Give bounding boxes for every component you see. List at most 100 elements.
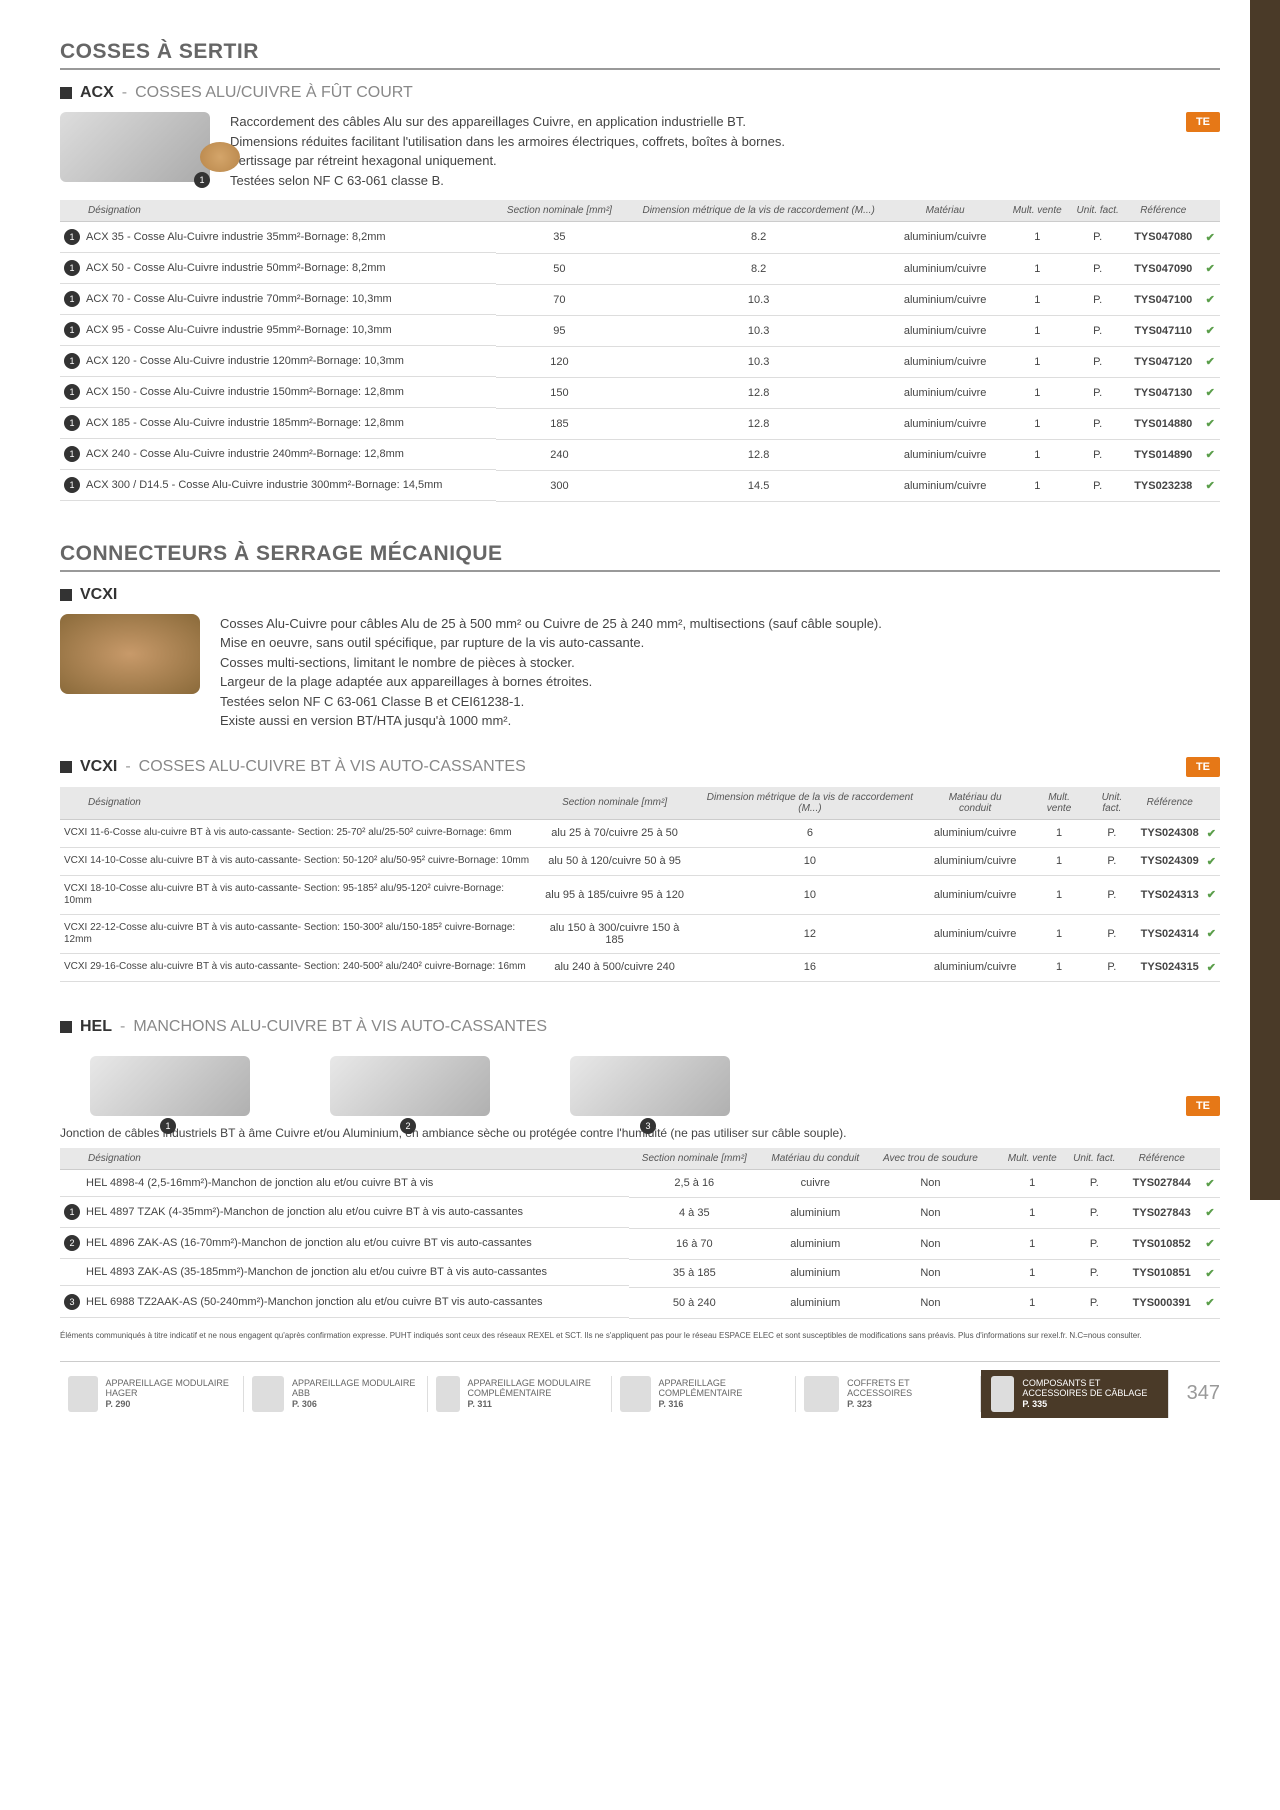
- designation: ACX 35 - Cosse Alu-Cuivre industrie 35mm…: [86, 231, 386, 243]
- product-image-vcxi: [60, 614, 200, 694]
- col-header: Unit. fact.: [1065, 1148, 1123, 1170]
- footer-thumb-icon: [804, 1376, 839, 1412]
- footer-nav-item[interactable]: APPAREILLAGE MODULAIRE COMPLÉMENTAIREP. …: [428, 1376, 612, 1412]
- table-row: 1ACX 240 - Cosse Alu-Cuivre industrie 24…: [60, 439, 1220, 470]
- subsection-1: ACX - COSSES ALU/CUIVRE À FÛT COURT: [60, 84, 1220, 102]
- table-row: 1ACX 150 - Cosse Alu-Cuivre industrie 15…: [60, 377, 1220, 408]
- designation: ACX 240 - Cosse Alu-Cuivre industrie 240…: [86, 448, 404, 460]
- catalog-page: COSSES À SERTIR ACX - COSSES ALU/CUIVRE …: [0, 0, 1280, 1438]
- col-header: [1201, 200, 1220, 222]
- product-title-vcxi: COSSES ALU-CUIVRE BT À VIS AUTO-CASSANTE…: [139, 758, 526, 776]
- table-row: 1ACX 70 - Cosse Alu-Cuivre industrie 70m…: [60, 284, 1220, 315]
- subsection-2: VCXI: [60, 586, 1220, 604]
- page-number: 347: [1187, 1382, 1220, 1405]
- col-header: Dimension métrique de la vis de raccorde…: [623, 200, 894, 222]
- col-header: Unit. fact.: [1069, 200, 1126, 222]
- designation: VCXI 11-6-Cosse alu-cuivre BT à vis auto…: [60, 819, 537, 847]
- col-header: [1023, 787, 1031, 820]
- designation: HEL 4897 TZAK (4-35mm²)-Manchon de jonct…: [86, 1206, 523, 1218]
- col-header: Matériau: [894, 200, 996, 222]
- col-header: Dimension métrique de la vis de raccorde…: [693, 787, 928, 820]
- footer-nav-item[interactable]: APPAREILLAGE COMPLÉMENTAIREP. 316: [612, 1376, 796, 1412]
- product-title-acx: COSSES ALU/CUIVRE À FÛT COURT: [135, 84, 413, 102]
- col-header: Section nominale [mm²]: [496, 200, 623, 222]
- product-code-vcxi: VCXI: [80, 586, 117, 604]
- brand-badge-te: TE: [1186, 757, 1220, 777]
- designation: ACX 95 - Cosse Alu-Cuivre industrie 95mm…: [86, 324, 392, 336]
- table-row: VCXI 22-12-Cosse alu-cuivre BT à vis aut…: [60, 914, 1220, 953]
- col-header: Matériau du conduit: [927, 787, 1023, 820]
- product-image-acx: 1: [60, 112, 210, 182]
- table-row: VCXI 18-10-Cosse alu-cuivre BT à vis aut…: [60, 875, 1220, 914]
- brand-badge-te: TE: [1186, 112, 1220, 132]
- col-header: Désignation: [60, 787, 537, 820]
- col-header: [1203, 787, 1220, 820]
- designation: ACX 185 - Cosse Alu-Cuivre industrie 185…: [86, 417, 404, 429]
- product-table-acx: DésignationSection nominale [mm²]Dimensi…: [60, 200, 1220, 502]
- col-header: [996, 200, 1005, 222]
- bullet-square-icon: [60, 761, 72, 773]
- col-header: Mult. vente: [999, 1148, 1065, 1170]
- footer-nav-item[interactable]: APPAREILLAGE MODULAIRE HAGERP. 290: [60, 1376, 244, 1412]
- designation: HEL 4898-4 (2,5-16mm²)-Manchon de joncti…: [86, 1177, 433, 1189]
- designation: VCXI 29-16-Cosse alu-cuivre BT à vis aut…: [60, 953, 537, 981]
- hel-image-row: 1 2 3 TE: [90, 1056, 1220, 1116]
- legal-disclaimer: Éléments communiqués à titre indicatif e…: [60, 1331, 1220, 1341]
- table-row: 1HEL 4897 TZAK (4-35mm²)-Manchon de jonc…: [60, 1197, 1220, 1228]
- bullet-square-icon: [60, 87, 72, 99]
- designation: HEL 4893 ZAK-AS (35-185mm²)-Manchon de j…: [86, 1266, 547, 1278]
- footer-thumb-icon: [991, 1376, 1015, 1412]
- table-row: 1ACX 35 - Cosse Alu-Cuivre industrie 35m…: [60, 222, 1220, 254]
- product-description-vcxi: Cosses Alu-Cuivre pour câbles Alu de 25 …: [220, 614, 1220, 731]
- designation: VCXI 14-10-Cosse alu-cuivre BT à vis aut…: [60, 847, 537, 875]
- designation: VCXI 22-12-Cosse alu-cuivre BT à vis aut…: [60, 914, 537, 953]
- footer-nav-item[interactable]: COMPOSANTS ET ACCESSOIRES DE CÂBLAGEP. 3…: [981, 1370, 1169, 1418]
- col-header: [990, 1148, 999, 1170]
- subsection-4: HEL - MANCHONS ALU-CUIVRE BT À VIS AUTO-…: [60, 1018, 1220, 1036]
- designation: HEL 6988 TZ2AAK-AS (50-240mm²)-Manchon j…: [86, 1296, 543, 1308]
- designation: VCXI 18-10-Cosse alu-cuivre BT à vis aut…: [60, 875, 537, 914]
- category-heading-2: CONNECTEURS À SERRAGE MÉCANIQUE: [60, 542, 1220, 572]
- col-header: Avec trou de soudure: [871, 1148, 990, 1170]
- col-header: Section nominale [mm²]: [537, 787, 693, 820]
- col-header: Désignation: [60, 200, 496, 222]
- col-header: Mult. vente: [1031, 787, 1087, 820]
- table-row: HEL 4898-4 (2,5-16mm²)-Manchon de joncti…: [60, 1169, 1220, 1197]
- table-row: 1ACX 95 - Cosse Alu-Cuivre industrie 95m…: [60, 315, 1220, 346]
- intro-block-2: Cosses Alu-Cuivre pour câbles Alu de 25 …: [60, 614, 1220, 731]
- col-header: Section nominale [mm²]: [629, 1148, 760, 1170]
- table-row: 1ACX 185 - Cosse Alu-Cuivre industrie 18…: [60, 408, 1220, 439]
- product-description-acx: Raccordement des câbles Alu sur des appa…: [230, 112, 1166, 190]
- product-title-hel: MANCHONS ALU-CUIVRE BT À VIS AUTO-CASSAN…: [133, 1018, 547, 1036]
- side-accent-bar: [1250, 0, 1280, 1200]
- col-header: Référence: [1123, 1148, 1200, 1170]
- footer-nav: APPAREILLAGE MODULAIRE HAGERP. 290APPARE…: [60, 1361, 1220, 1418]
- product-code-vcxi2: VCXI: [80, 758, 117, 776]
- product-image-hel-2: 2: [330, 1056, 490, 1116]
- table-row: 1ACX 50 - Cosse Alu-Cuivre industrie 50m…: [60, 253, 1220, 284]
- designation: HEL 4896 ZAK-AS (16-70mm²)-Manchon de jo…: [86, 1237, 532, 1249]
- footer-nav-item[interactable]: APPAREILLAGE MODULAIRE ABBP. 306: [244, 1376, 428, 1412]
- table-row: 2HEL 4896 ZAK-AS (16-70mm²)-Manchon de j…: [60, 1228, 1220, 1259]
- subsection-3: VCXI - COSSES ALU-CUIVRE BT À VIS AUTO-C…: [60, 757, 1220, 777]
- table-row: HEL 4893 ZAK-AS (35-185mm²)-Manchon de j…: [60, 1259, 1220, 1287]
- bullet-square-icon: [60, 589, 72, 601]
- col-header: [1200, 1148, 1220, 1170]
- product-table-hel: DésignationSection nominale [mm²]Matéria…: [60, 1148, 1220, 1319]
- product-table-vcxi: DésignationSection nominale [mm²]Dimensi…: [60, 787, 1220, 982]
- table-row: VCXI 29-16-Cosse alu-cuivre BT à vis aut…: [60, 953, 1220, 981]
- intro-block-1: 1 Raccordement des câbles Alu sur des ap…: [60, 112, 1220, 190]
- product-image-hel-3: 3: [570, 1056, 730, 1116]
- product-code-acx: ACX: [80, 84, 114, 102]
- table-row: 1ACX 300 / D14.5 - Cosse Alu-Cuivre indu…: [60, 470, 1220, 501]
- col-header: Référence: [1126, 200, 1201, 222]
- designation: ACX 70 - Cosse Alu-Cuivre industrie 70mm…: [86, 293, 392, 305]
- table-row: VCXI 14-10-Cosse alu-cuivre BT à vis aut…: [60, 847, 1220, 875]
- category-heading-1: COSSES À SERTIR: [60, 40, 1220, 70]
- col-header: Unit. fact.: [1087, 787, 1137, 820]
- footer-nav-item[interactable]: COFFRETS ET ACCESSOIRESP. 323: [796, 1376, 980, 1412]
- product-code-hel: HEL: [80, 1018, 112, 1036]
- designation: ACX 120 - Cosse Alu-Cuivre industrie 120…: [86, 355, 404, 367]
- col-header: Référence: [1137, 787, 1203, 820]
- footer-thumb-icon: [68, 1376, 98, 1412]
